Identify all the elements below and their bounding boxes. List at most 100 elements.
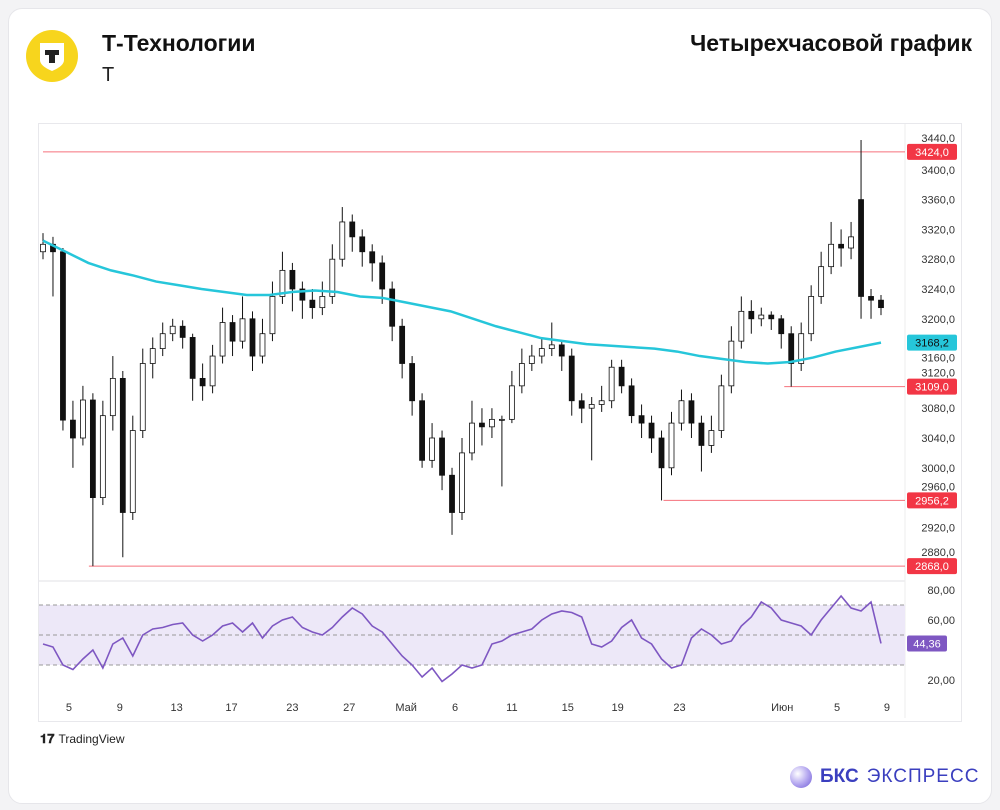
candle-body [718, 385, 725, 431]
candle-body [558, 344, 565, 357]
candle-body [389, 288, 396, 327]
date-tick-label: 9 [884, 702, 890, 714]
candle-body [808, 296, 815, 335]
candle-body [70, 419, 76, 439]
candle-body [479, 422, 485, 428]
candle-body [169, 325, 176, 335]
candle-body [439, 437, 445, 476]
level-label: 3424,0 [915, 147, 949, 159]
candle-body [189, 337, 196, 379]
candle-body [289, 269, 296, 290]
candle-body [748, 310, 755, 320]
date-tick-label: 6 [452, 702, 458, 714]
price-tick-label: 3120,0 [921, 368, 955, 380]
chart-panel [38, 123, 962, 722]
price-tick-label: 3160,0 [921, 353, 955, 365]
candle-body [688, 400, 695, 424]
candle-body [588, 404, 595, 409]
candle-body [80, 399, 86, 439]
candle-body [379, 262, 386, 290]
card [8, 8, 992, 804]
candle-body [309, 299, 316, 309]
date-tick-label: 5 [834, 702, 840, 714]
candle-body [758, 314, 765, 320]
level-label: 2956,2 [915, 495, 949, 507]
candle-body [708, 430, 715, 446]
brand-bold: БКС [820, 766, 859, 787]
price-tick-label: 3240,0 [921, 284, 955, 296]
candle-body [349, 221, 356, 238]
level-badge [907, 143, 957, 160]
candle-body [538, 348, 545, 357]
date-tick-label: 23 [286, 702, 298, 714]
date-tick-label: 23 [673, 702, 685, 714]
candle-body [798, 333, 805, 364]
price-tick-label: 3000,0 [921, 463, 955, 475]
candle-body [319, 296, 326, 309]
candle-body [508, 385, 515, 420]
price-tick-label: 3320,0 [921, 224, 955, 236]
candle-body [339, 221, 346, 260]
candle-body [269, 296, 276, 335]
candle-body [489, 418, 495, 428]
candle-body [149, 348, 156, 364]
candle-body [239, 318, 246, 342]
candle-body [658, 437, 665, 469]
price-tick-label: 3200,0 [921, 314, 955, 326]
candle-body [409, 363, 416, 402]
date-tick-label: Июн [771, 702, 793, 714]
price-tick-label: 3400,0 [921, 165, 955, 177]
candle-body [778, 318, 785, 335]
chart-title: Четырехчасовой график [690, 30, 972, 56]
candle-body [469, 422, 475, 454]
company-logo [26, 30, 78, 82]
rsi-badge [907, 635, 947, 652]
candle-body [728, 340, 735, 387]
ma-badge [907, 334, 957, 351]
rsi-tick-label: 80,00 [927, 585, 955, 597]
date-tick-label: 9 [117, 702, 123, 714]
ticker: T [102, 64, 115, 86]
candle-body [548, 344, 555, 349]
candle-body [449, 474, 455, 513]
candle-body [668, 422, 675, 469]
candle-body [848, 236, 854, 249]
level-badge [907, 378, 957, 395]
candle-body [89, 399, 96, 499]
candle-body [868, 296, 874, 301]
candle-body [129, 430, 136, 513]
candle-body [818, 266, 825, 297]
candle-body [419, 400, 425, 461]
candle-body [858, 199, 864, 297]
candle-body [459, 452, 465, 513]
moving-average-line [42, 239, 882, 365]
price-tick-label: 2960,0 [921, 481, 955, 493]
rsi-line [42, 594, 882, 683]
candle-body [329, 258, 336, 297]
candle-body [768, 314, 775, 320]
shield-icon [40, 43, 64, 71]
level-badge [907, 492, 957, 509]
price-tick-label: 3360,0 [921, 195, 955, 207]
candle-body [528, 355, 535, 364]
date-tick-label: 27 [343, 702, 355, 714]
candle-body [698, 422, 705, 446]
candle-body [838, 243, 844, 249]
candle-body [209, 355, 216, 387]
candle-body [499, 418, 505, 421]
candle-body [259, 333, 266, 357]
price-tick-label: 2920,0 [921, 522, 955, 534]
company-name: Т-Технологии [102, 30, 256, 56]
candle-body [369, 251, 376, 264]
candle-body [109, 377, 116, 417]
candle-body [878, 299, 884, 309]
candle-body [399, 325, 406, 364]
price-tick-label: 2880,0 [921, 547, 955, 559]
candle-body [578, 400, 585, 409]
candle-body [99, 415, 106, 498]
candle-body [159, 333, 166, 350]
candle-body [628, 385, 635, 417]
brand-rest: ЭКСПРЕСС [866, 766, 980, 787]
rsi-tick-label: 60,00 [927, 615, 955, 627]
level-label: 2868,0 [915, 561, 949, 573]
